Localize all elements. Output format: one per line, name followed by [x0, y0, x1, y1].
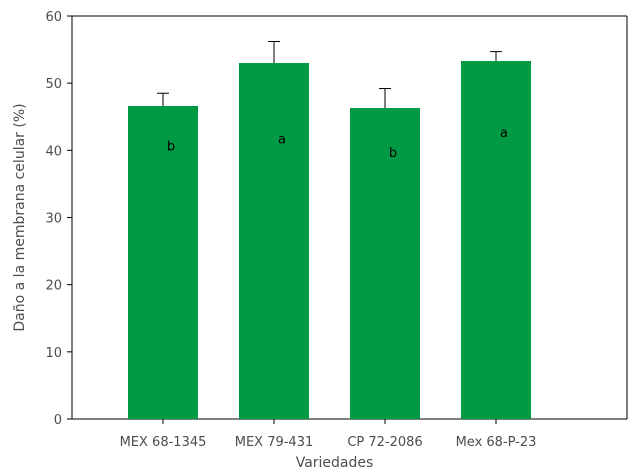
y-tick-label: 30	[45, 212, 62, 227]
x-tick-label: MEX 68-1345	[120, 435, 207, 450]
significance-letters: b a b a	[167, 126, 508, 161]
y-tick-label: 0	[54, 413, 62, 428]
bar-series	[128, 61, 531, 420]
y-tick-label: 60	[45, 10, 62, 25]
significance-letter: a	[500, 126, 508, 141]
y-tick-label: 50	[45, 77, 62, 92]
significance-letter: b	[389, 146, 397, 161]
bar	[350, 108, 420, 419]
x-tick-label: MEX 79-431	[235, 435, 314, 450]
significance-letter: b	[167, 139, 175, 154]
error-bars	[157, 41, 502, 109]
x-tick-label: Mex 68-P-23	[456, 435, 537, 450]
bar	[239, 63, 309, 420]
y-axis-title: Daño a la membrana celular (%)	[12, 103, 28, 331]
bar	[128, 106, 198, 420]
y-tick-label: 20	[45, 279, 62, 294]
bar	[461, 61, 531, 419]
significance-letter: a	[278, 133, 286, 148]
x-axis-title: Variedades	[296, 455, 374, 471]
y-tick-label: 10	[45, 346, 62, 361]
y-tick-label: 40	[45, 144, 62, 159]
x-tick-label: CP 72-2086	[347, 435, 422, 450]
x-axis-ticks: MEX 68-1345 MEX 79-431 CP 72-2086 Mex 68-P-…	[120, 419, 537, 450]
y-axis-ticks: 0 10 20 30 40 50 60	[45, 10, 72, 428]
